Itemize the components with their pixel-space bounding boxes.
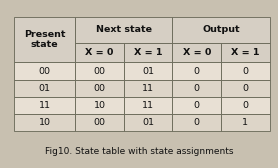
Text: 01: 01 xyxy=(142,67,154,76)
Text: 00: 00 xyxy=(94,84,106,93)
Bar xyxy=(75,114,124,131)
Text: Output: Output xyxy=(202,25,240,34)
Bar xyxy=(221,114,270,131)
Text: 00: 00 xyxy=(39,67,51,76)
Bar xyxy=(124,97,172,114)
Bar xyxy=(14,114,75,131)
Bar xyxy=(172,97,221,114)
Text: Fig10. State table with state assignments: Fig10. State table with state assignment… xyxy=(45,147,233,156)
Text: 0: 0 xyxy=(194,67,200,76)
Bar xyxy=(124,43,172,62)
Bar xyxy=(75,43,124,62)
Text: 00: 00 xyxy=(94,118,106,127)
Bar xyxy=(14,62,75,80)
Bar xyxy=(221,43,270,62)
Text: 01: 01 xyxy=(39,84,51,93)
Text: 0: 0 xyxy=(242,101,248,110)
Bar xyxy=(172,17,270,43)
Text: 11: 11 xyxy=(39,101,51,110)
Text: 0: 0 xyxy=(194,84,200,93)
Bar xyxy=(172,80,221,97)
Bar xyxy=(172,114,221,131)
Text: 11: 11 xyxy=(142,84,154,93)
Bar xyxy=(124,62,172,80)
Text: Next state: Next state xyxy=(96,25,152,34)
Bar xyxy=(75,62,124,80)
Text: 11: 11 xyxy=(142,101,154,110)
Bar xyxy=(75,80,124,97)
Text: 0: 0 xyxy=(242,67,248,76)
Text: 10: 10 xyxy=(94,101,106,110)
Text: 00: 00 xyxy=(94,67,106,76)
Text: X = 0: X = 0 xyxy=(183,48,211,57)
Bar xyxy=(124,114,172,131)
Bar xyxy=(14,97,75,114)
Text: 10: 10 xyxy=(39,118,51,127)
Text: X = 0: X = 0 xyxy=(85,48,114,57)
Text: 1: 1 xyxy=(242,118,248,127)
Bar xyxy=(172,62,221,80)
Text: 0: 0 xyxy=(242,84,248,93)
Text: X = 1: X = 1 xyxy=(134,48,162,57)
Bar xyxy=(75,17,172,43)
Bar xyxy=(221,97,270,114)
Bar xyxy=(172,43,221,62)
Text: 0: 0 xyxy=(194,101,200,110)
Bar xyxy=(75,97,124,114)
Bar xyxy=(14,80,75,97)
Bar xyxy=(221,62,270,80)
Bar xyxy=(14,17,75,62)
Text: Present
state: Present state xyxy=(24,30,65,49)
Bar xyxy=(221,80,270,97)
Text: 0: 0 xyxy=(194,118,200,127)
Bar xyxy=(124,80,172,97)
Text: 01: 01 xyxy=(142,118,154,127)
Text: X = 1: X = 1 xyxy=(231,48,260,57)
